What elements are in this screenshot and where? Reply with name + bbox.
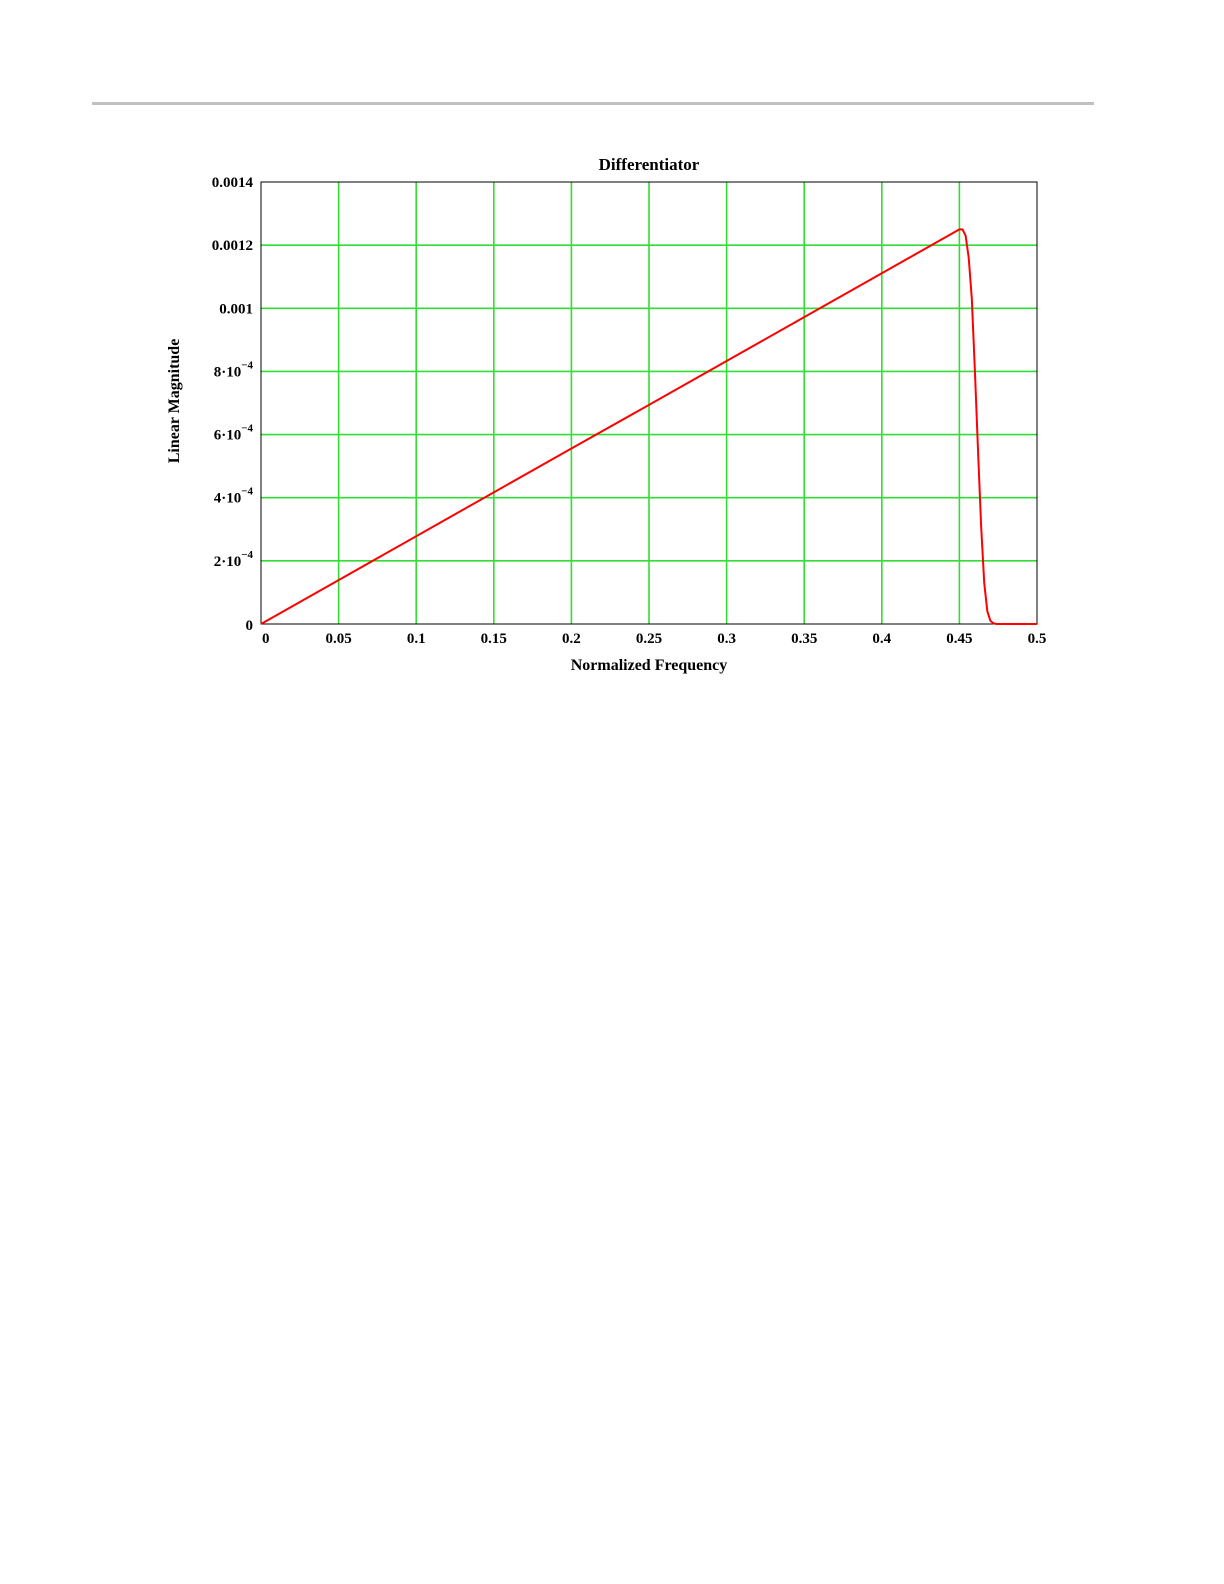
x-tick-label: 0.15 [481, 631, 507, 647]
y-tick-label: 8·10−4 [214, 359, 254, 380]
x-tick-label: 0.5 [1028, 631, 1047, 647]
chart-title: Differentiator [599, 155, 700, 174]
y-tick-label: 0.0014 [212, 175, 254, 191]
x-tick-label: 0.45 [946, 631, 972, 647]
x-tick-labels: 0 0.05 0.1 0.15 0.2 0.25 0.3 0.35 0.4 0.45 0.5 [262, 631, 1046, 647]
header-rule [92, 102, 1094, 105]
y-tick-label: 0 [246, 618, 254, 634]
y-axis-label: Linear Magnitude [166, 339, 183, 464]
x-tick-label: 0.25 [636, 631, 662, 647]
y-tick-label: 6·10−4 [214, 423, 254, 444]
y-tick-label: 0.001 [219, 301, 253, 317]
y-tick-label: 0.0012 [212, 238, 253, 254]
plot-frame [260, 181, 1038, 625]
line-chart: 0 0.05 0.1 0.15 0.2 0.25 0.3 0.35 0.4 0.45 0.5 0 2·… [166, 155, 1046, 674]
chart-container: 0 0.05 0.1 0.15 0.2 0.25 0.3 0.35 0.4 0.45 0.5 0 2·… [0, 0, 1224, 720]
x-tick-label: 0.3 [717, 631, 736, 647]
x-tick-label: 0.05 [325, 631, 351, 647]
y-tick-labels: 0 2·10−4 4·10−4 6·10−4 8·10−4 0.001 0.0012 0.00… [212, 175, 254, 634]
series-line-0 [260, 228, 1037, 625]
x-tick-label: 0.35 [791, 631, 817, 647]
x-axis-label: Normalized Frequency [571, 657, 728, 674]
series-layer [260, 228, 1037, 625]
x-tick-label: 0.1 [407, 631, 426, 647]
x-tick-label: 0 [262, 631, 270, 647]
y-tick-label: 4·10−4 [214, 486, 254, 507]
y-tick-label: 2·10−4 [214, 549, 254, 570]
x-tick-label: 0.2 [562, 631, 581, 647]
grid-layer [261, 182, 1037, 624]
x-tick-label: 0.4 [872, 631, 891, 647]
